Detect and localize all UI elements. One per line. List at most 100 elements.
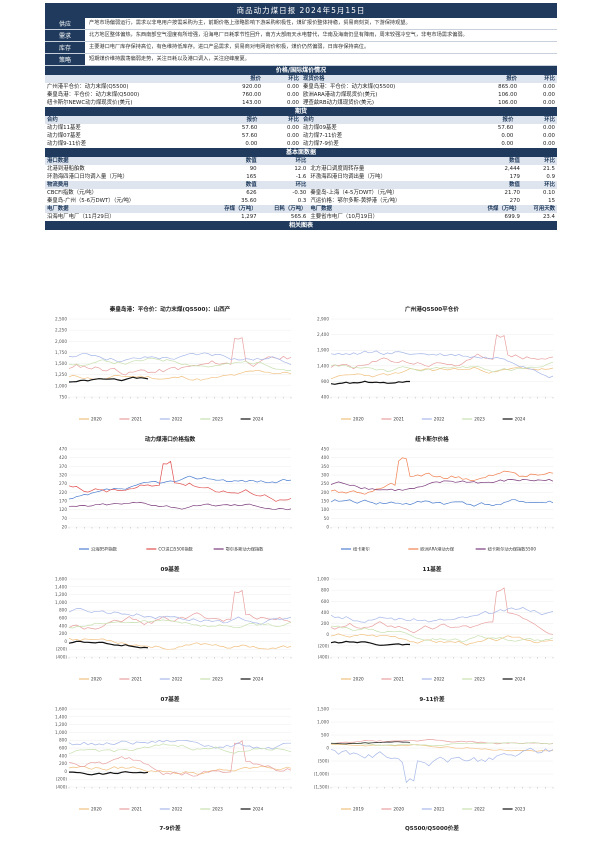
table-cell: 0.00 xyxy=(286,133,299,139)
table-cell: 数值 xyxy=(472,181,522,189)
table-cell: 57.60 xyxy=(241,125,258,131)
y-tick-label: 600 xyxy=(59,616,67,621)
y-tick-label: 1,500 xyxy=(55,361,67,366)
section-label: 库存 xyxy=(45,42,85,53)
series-line xyxy=(68,637,292,650)
series-line xyxy=(330,747,554,784)
table-cell: 0.00 xyxy=(542,141,555,147)
y-tick-label: (400) xyxy=(318,655,330,660)
report-title: 商品动力煤日报 2024年5月15日 xyxy=(45,3,557,18)
chart-basis-09: 09基差 1,600 1,400 1,200 1,000 800 600 400 200 0 (2… xyxy=(45,566,295,685)
y-tick-label: 450 xyxy=(321,447,329,452)
y-tick-label: 70 xyxy=(62,516,68,521)
table-header-row: 物流费用 数值 环比 数值 环比 xyxy=(45,181,557,189)
table-cell: 0.00 xyxy=(501,133,514,139)
table-row: 环渤海四港口日均调入量（万吨） 165 -1.6 环渤海四港日均调出量（万吨） 179 0… xyxy=(45,173,557,181)
y-tick-label: 400 xyxy=(321,395,329,400)
series-line xyxy=(330,625,554,643)
table-row: 纽卡斯尔NEWC动力煤现货价(美元) 143.00 0.00 理查兹RB动力煤现货价(… xyxy=(45,99,557,107)
y-tick-label: 1,000 xyxy=(55,600,67,605)
table-cell: 报价 xyxy=(208,75,264,83)
legend-label: 2024 xyxy=(515,677,526,682)
report-page: 商品动力煤日报 2024年5月15日 供应 产地市场偏弱运行，需求以非电用户按需采… xyxy=(45,3,557,230)
legend-label: 2024 xyxy=(515,417,526,422)
y-tick-label: 250 xyxy=(321,481,329,486)
legend-label: CCI进口5500指数 xyxy=(158,546,193,553)
legend-label: 2021 xyxy=(131,807,142,812)
table-cell: 电厂数据 xyxy=(45,205,209,213)
table-row: 广州港平仓价：动力末煤(Q5500) 920.00 0.00 秦皇岛港：平仓价：动力末… xyxy=(45,83,557,91)
chart-basis-07: 07基差 1,600 1,400 1,200 1,000 800 600 400 200 0 (2… xyxy=(45,696,295,815)
table-cell: 0.00 xyxy=(286,125,299,131)
legend-label: 2021 xyxy=(131,677,142,682)
y-tick-label: 1,000 xyxy=(55,383,67,388)
chart-title: 纽卡斯尔价格 xyxy=(415,437,449,443)
chart-svg: 1,000 800 600 400 200 0 (200) (400) 2020 2021 2022… xyxy=(317,577,554,682)
series-line xyxy=(330,741,411,745)
y-tick-label: 900 xyxy=(321,379,329,384)
y-tick-label: (1,000) xyxy=(314,772,330,777)
section-row: 供应 产地市场偏弱运行，需求以非电用户按需采购为主，前期价格上涨略影响下游采购积极… xyxy=(45,18,557,30)
chart-spread-9-11: 9-11价差 1,500 1,000 500 0 (500) (1,000) (1,500)… xyxy=(307,696,557,815)
table-cell: 0.00 xyxy=(286,100,299,106)
y-tick-label: 1,400 xyxy=(317,363,329,368)
legend-label: 纽卡斯尔 xyxy=(353,546,370,553)
y-tick-label: 800 xyxy=(59,608,67,613)
table-cell: 动力煤07基差 xyxy=(47,133,81,139)
table-cell: 环渤海四港日均调出量（万吨） xyxy=(310,174,386,180)
series-line xyxy=(68,460,292,502)
table-cell: 143.00 xyxy=(242,100,262,106)
y-tick-label: 400 xyxy=(59,623,67,628)
table-row: 动力煤11基差 57.60 0.00 动力煤09基差 57.60 0.00 xyxy=(45,124,557,132)
section-row: 策略 短期煤价维持震荡偏弱走势，关注日耗以及港口调入，关注迎峰度夏。 xyxy=(45,54,557,66)
legend-label: 2023 xyxy=(212,417,223,422)
y-tick-label: 600 xyxy=(321,599,329,604)
series-line xyxy=(68,376,149,383)
section-text: 北方地区整体偏热，东西南部空气湿度有所增强，沿海电厂日耗季节性回升，南方大部雨天… xyxy=(89,32,468,38)
spot-band: 价格/国际煤价情况 xyxy=(45,66,557,75)
series-line xyxy=(330,607,554,623)
series-line xyxy=(68,337,292,376)
y-tick-label: (200) xyxy=(56,647,68,652)
y-tick-label: (500) xyxy=(318,759,330,764)
table-row: CBCFI指数（元/吨） 626 -0.30 秦皇岛-上海（4-5万DWT）（元/吨）… xyxy=(45,189,557,197)
table-row: 秦皇岛港：平仓价：动力末煤(Q5000) 760.00 0.00 欧洲ARA港动力煤现… xyxy=(45,91,557,99)
y-tick-label: 200 xyxy=(59,631,67,636)
y-tick-label: 1,600 xyxy=(55,707,67,712)
chart-title-7-9: 7-9价差 xyxy=(159,826,181,832)
table-cell: 0.9 xyxy=(546,174,555,180)
table-cell: 供煤（万吨） xyxy=(472,205,522,213)
table-cell xyxy=(45,75,209,83)
chart-svg: 470 420 370 320 270 220 170 120 70 20 沿海BSPI指数 CCI进… xyxy=(59,447,292,553)
chart-port-index: 动力煤港口价格指数 470 420 370 320 270 220 170 120 70 20 沿海… xyxy=(45,436,295,555)
chart-title: 广州港Q5500平仓价 xyxy=(405,307,459,313)
chart-title: 09基差 xyxy=(160,567,180,573)
table-cell: 0.10 xyxy=(542,190,555,196)
table-cell: 北港到港船舶数 xyxy=(47,166,85,172)
table-cell: 0.00 xyxy=(501,141,514,147)
table-cell: 秦皇岛-广州（5-6万DWT）（元/吨） xyxy=(47,198,135,204)
legend-label: 2021 xyxy=(131,417,142,422)
section-row: 需求 北方地区整体偏热，东西南部空气湿度有所增强，沿海电厂日耗季节性回升，南方大部… xyxy=(45,30,557,42)
table-cell: 电厂数据 xyxy=(308,205,473,213)
table-cell: 港口数据 xyxy=(45,157,209,165)
table-cell: CBCFI指数（元/吨） xyxy=(47,190,97,196)
table-cell: 626 xyxy=(246,190,257,196)
table-cell: 0.00 xyxy=(245,141,258,147)
chart-svg: 450 400 350 300 250 200 150 100 50 0 纽卡斯尔 欧洲ARA港动力煤… xyxy=(321,447,554,553)
table-cell: 数值 xyxy=(472,157,522,165)
chart-title: 9-11价差 xyxy=(419,697,445,703)
table-cell: 565.6 xyxy=(290,214,307,220)
table-cell: 数值 xyxy=(208,181,259,189)
series-line xyxy=(330,499,554,507)
table-cell: 合约 xyxy=(300,116,465,124)
table-cell: 北方港口调度周转存量 xyxy=(310,166,365,172)
table-cell: 12.0 xyxy=(294,166,307,172)
table-cell: 90 xyxy=(249,166,257,172)
chart-basis-11: 11基差 1,000 800 600 400 200 0 (200) (400) 2020 202… xyxy=(307,566,557,685)
chart-title: 07基差 xyxy=(160,697,180,703)
chart-qhd-5500: 秦皇岛港：平仓价：动力末煤(Q5500)：山西产 2,500 2,250 2,000… xyxy=(45,306,295,425)
table-cell: 23.4 xyxy=(542,214,555,220)
table-cell: 报价 xyxy=(208,116,260,124)
y-tick-label: 1,400 xyxy=(55,584,67,589)
